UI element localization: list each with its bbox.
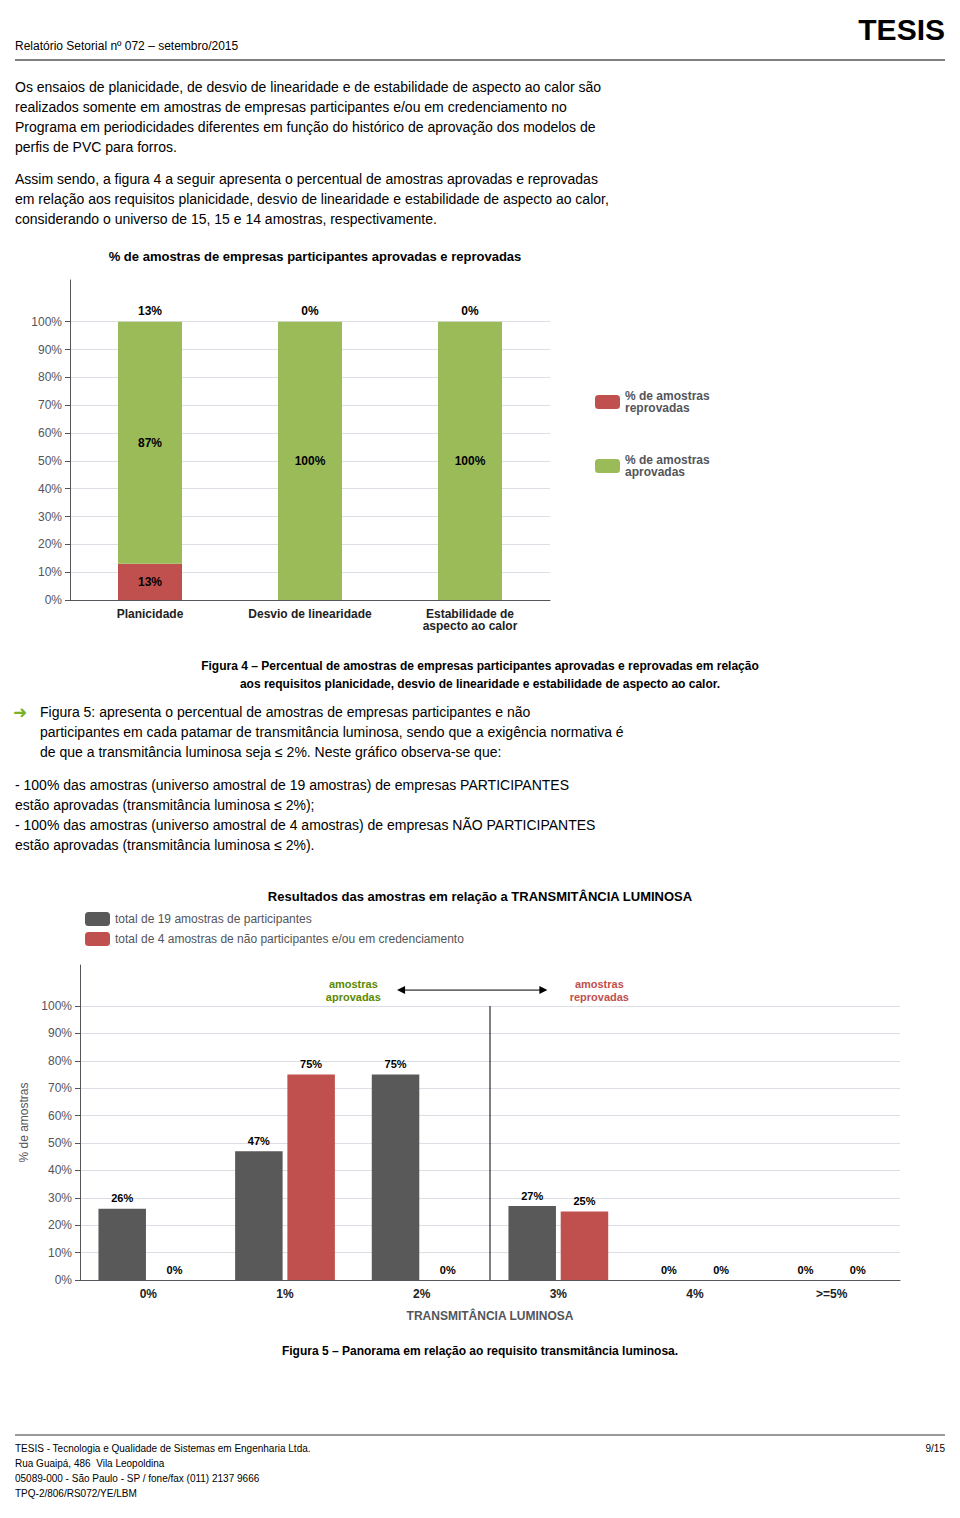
svg-text:100%: 100% — [295, 454, 326, 468]
svg-text:30%: 30% — [48, 1191, 72, 1205]
svg-text:50%: 50% — [38, 454, 62, 468]
svg-text:26%: 26% — [111, 1192, 133, 1204]
svg-text:2%: 2% — [413, 1287, 431, 1301]
svg-text:0%: 0% — [850, 1264, 866, 1276]
svg-text:% de amostras: % de amostras — [17, 1082, 31, 1162]
svg-text:TRANSMITÂNCIA LUMINOSA: TRANSMITÂNCIA LUMINOSA — [407, 1308, 574, 1323]
svg-text:considerando o universo de 15,: considerando o universo de 15, 15 e 14 a… — [15, 211, 437, 227]
svg-text:05089-000 - São Paulo - SP / f: 05089-000 - São Paulo - SP / fone/fax (0… — [15, 1473, 260, 1484]
svg-text:80%: 80% — [48, 1054, 72, 1068]
svg-text:TPQ-2/806/RS072/YE/LBM: TPQ-2/806/RS072/YE/LBM — [15, 1488, 137, 1499]
svg-text:% de amostras: % de amostras — [625, 389, 710, 403]
svg-text:100%: 100% — [31, 315, 62, 329]
svg-text:aprovadas: aprovadas — [326, 991, 381, 1003]
svg-text:100%: 100% — [41, 999, 72, 1013]
svg-text:TESIS: TESIS — [858, 13, 945, 46]
svg-text:TESIS - Tecnologia e Qualidade: TESIS - Tecnologia e Qualidade de Sistem… — [15, 1443, 311, 1454]
svg-text:0%: 0% — [461, 304, 479, 318]
svg-text:80%: 80% — [38, 370, 62, 384]
svg-text:13%: 13% — [138, 304, 162, 318]
svg-text:amostras: amostras — [329, 978, 378, 990]
svg-text:75%: 75% — [385, 1058, 407, 1070]
svg-text:90%: 90% — [48, 1026, 72, 1040]
svg-text:Resultados das amostras em rel: Resultados das amostras em relação a TRA… — [268, 889, 693, 904]
svg-text:Assim sendo, a figura 4 a segu: Assim sendo, a figura 4 a seguir apresen… — [15, 171, 598, 187]
svg-text:47%: 47% — [248, 1135, 270, 1147]
svg-text:0%: 0% — [167, 1264, 183, 1276]
svg-text:aos requisitos planicidade, de: aos requisitos planicidade, desvio de li… — [240, 677, 720, 691]
svg-text:3%: 3% — [550, 1287, 568, 1301]
svg-text:0%: 0% — [798, 1264, 814, 1276]
svg-text:20%: 20% — [48, 1218, 72, 1232]
svg-text:- 100% das amostras (universo: - 100% das amostras (universo amostral d… — [15, 817, 595, 833]
svg-text:Os ensaios de planicidade, de: Os ensaios de planicidade, de desvio de … — [15, 79, 601, 95]
svg-text:40%: 40% — [38, 482, 62, 496]
svg-text:0%: 0% — [440, 1264, 456, 1276]
svg-text:% de amostras: % de amostras — [625, 453, 710, 467]
svg-text:60%: 60% — [48, 1109, 72, 1123]
svg-text:10%: 10% — [48, 1246, 72, 1260]
svg-text:- 100% das amostras (universo: - 100% das amostras (universo amostral d… — [15, 777, 569, 793]
svg-text:9/15: 9/15 — [926, 1443, 946, 1454]
svg-text:perfis de PVC para forros.: perfis de PVC para forros. — [15, 139, 177, 155]
svg-text:realizados somente em amostras: realizados somente em amostras de empres… — [15, 99, 567, 115]
svg-text:0%: 0% — [45, 593, 63, 607]
svg-text:>=5%: >=5% — [816, 1287, 848, 1301]
svg-text:75%: 75% — [300, 1058, 322, 1070]
svg-text:25%: 25% — [573, 1195, 595, 1207]
svg-text:87%: 87% — [138, 436, 162, 450]
svg-text:0%: 0% — [301, 304, 319, 318]
svg-text:0%: 0% — [140, 1287, 158, 1301]
svg-text:100%: 100% — [455, 454, 486, 468]
svg-text:40%: 40% — [48, 1163, 72, 1177]
svg-text:70%: 70% — [48, 1081, 72, 1095]
svg-text:30%: 30% — [38, 510, 62, 524]
svg-text:Rua Guaipá, 486 Vila Leopoldi: Rua Guaipá, 486 Vila Leopoldina — [15, 1458, 165, 1469]
svg-text:0%: 0% — [713, 1264, 729, 1276]
svg-text:➜: ➜ — [13, 702, 27, 722]
svg-text:4%: 4% — [686, 1287, 704, 1301]
svg-text:50%: 50% — [48, 1136, 72, 1150]
svg-text:em relação aos requisitos plan: em relação aos requisitos planicidade, d… — [15, 191, 609, 207]
svg-text:reprovadas: reprovadas — [570, 991, 629, 1003]
svg-text:20%: 20% — [38, 537, 62, 551]
svg-text:estão aprovadas (transmitância: estão aprovadas (transmitância luminosa … — [15, 837, 315, 853]
svg-text:total de 4 amostras de não par: total de 4 amostras de não participantes… — [115, 932, 464, 946]
svg-text:aprovadas: aprovadas — [625, 465, 685, 479]
svg-text:Figura 5 – Panorama em relação: Figura 5 – Panorama em relação ao requis… — [282, 1344, 678, 1358]
svg-text:Figura 5: apresenta o percentu: Figura 5: apresenta o percentual de amos… — [40, 704, 531, 720]
svg-text:participantes em cada patamar: participantes em cada patamar de transmi… — [40, 724, 624, 740]
svg-text:aspecto ao calor: aspecto ao calor — [423, 619, 518, 633]
svg-text:de que a transmitância luminos: de que a transmitância luminosa seja ≤ 2… — [40, 744, 501, 760]
svg-text:90%: 90% — [38, 343, 62, 357]
svg-text:Figura 4 – Percentual de amost: Figura 4 – Percentual de amostras de emp… — [201, 659, 759, 673]
svg-text:70%: 70% — [38, 398, 62, 412]
svg-text:Programa em periodicidades dif: Programa em periodicidades diferentes em… — [15, 119, 596, 135]
svg-text:estão aprovadas (transmitância: estão aprovadas (transmitância luminosa … — [15, 797, 315, 813]
svg-text:1%: 1% — [276, 1287, 294, 1301]
svg-text:10%: 10% — [38, 565, 62, 579]
svg-text:27%: 27% — [521, 1190, 543, 1202]
svg-text:60%: 60% — [38, 426, 62, 440]
svg-text:Planicidade: Planicidade — [117, 607, 184, 621]
svg-text:amostras: amostras — [575, 978, 624, 990]
svg-text:0%: 0% — [661, 1264, 677, 1276]
svg-text:total de 19 amostras de partic: total de 19 amostras de participantes — [115, 912, 312, 926]
svg-text:% de amostras de empresas part: % de amostras de empresas participantes … — [109, 249, 522, 264]
svg-text:Relatório Setorial nº 072 – se: Relatório Setorial nº 072 – setembro/201… — [15, 39, 239, 53]
svg-text:Estabilidade de: Estabilidade de — [426, 607, 514, 621]
svg-text:0%: 0% — [55, 1273, 73, 1287]
svg-text:13%: 13% — [138, 575, 162, 589]
svg-text:reprovadas: reprovadas — [625, 401, 690, 415]
svg-text:Desvio de linearidade: Desvio de linearidade — [248, 607, 372, 621]
